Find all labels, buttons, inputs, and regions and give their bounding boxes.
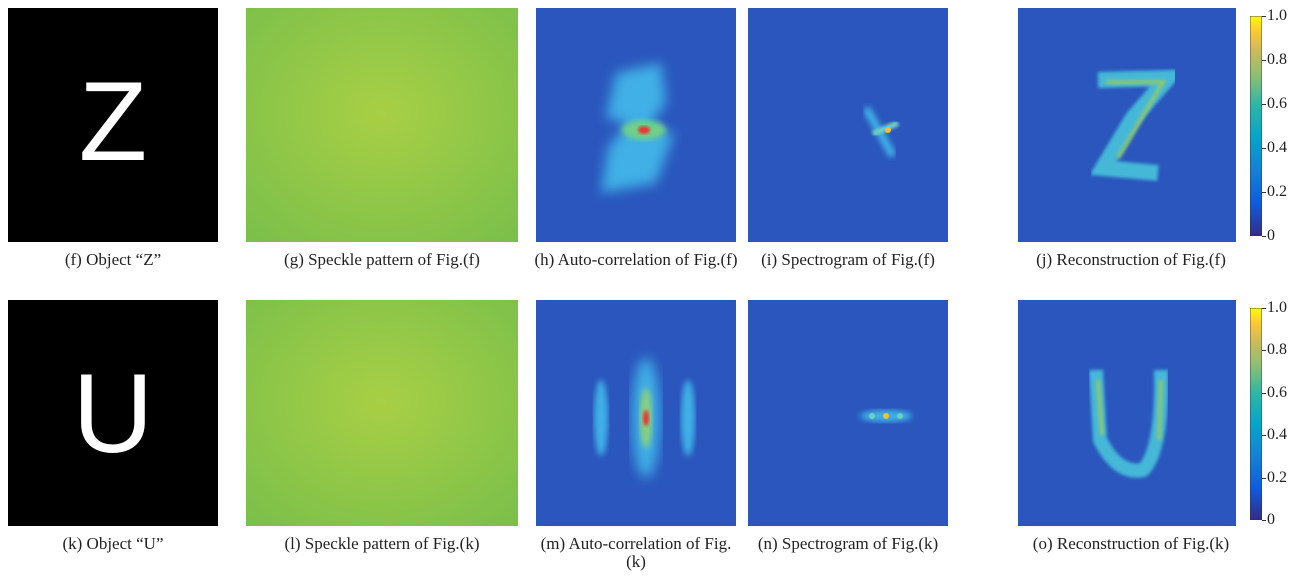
panel-caption: (f) Object “Z”	[64, 250, 162, 269]
colorbar-tick	[1262, 435, 1266, 437]
colorbar-tick-label: 0.6	[1267, 95, 1287, 112]
colorbar-tick-label: 0	[1267, 511, 1275, 528]
panel-caption: (l) Speckle pattern of Fig.(k)	[284, 534, 480, 553]
colorbar-tick-label: 0.6	[1267, 383, 1287, 401]
colorbar-tick	[1262, 236, 1266, 237]
colorbar-tick	[1262, 148, 1266, 149]
autocorrelation-image	[536, 300, 736, 526]
colorbar-tick-label: 0.2	[1267, 468, 1287, 486]
panel-caption: (n) Spectrogram of Fig.(k)	[757, 534, 939, 553]
colorbar-tick	[1262, 477, 1266, 479]
colorbar-gradient	[1250, 308, 1262, 520]
object-image: Z	[8, 8, 218, 242]
speckle-image	[246, 8, 518, 242]
colorbar	[1250, 16, 1262, 236]
colorbar-tick-label: 1.0	[1267, 7, 1287, 24]
colorbar-tick	[1262, 16, 1266, 17]
object-letter: Z	[79, 59, 147, 184]
colorbar-tick-label: 0.8	[1267, 341, 1287, 359]
colorbar-tick	[1262, 192, 1266, 193]
panel-caption: (i) Spectrogram of Fig.(f)	[761, 250, 935, 269]
autocorrelation-image	[536, 8, 736, 242]
panel-caption: (g) Speckle pattern of Fig.(f)	[284, 250, 480, 269]
spectrogram-image	[748, 300, 948, 526]
panel-caption: (o) Reconstruction of Fig.(k)	[1032, 534, 1230, 553]
colorbar-tick-label: 0.8	[1267, 51, 1287, 68]
colorbar-tick-label: 1.0	[1267, 299, 1287, 316]
colorbar-gradient	[1250, 16, 1262, 236]
colorbar-tick-label: 0.4	[1267, 426, 1287, 444]
colorbar-tick	[1262, 350, 1266, 352]
spectrogram-image	[748, 8, 948, 242]
panel-caption: (m) Auto-correlation of Fig.(k)	[540, 534, 732, 571]
colorbar-tick	[1262, 392, 1266, 394]
colorbar-tick	[1262, 520, 1266, 521]
object-letter: U	[73, 351, 154, 476]
colorbar-tick-label: 0.2	[1267, 183, 1287, 200]
reconstruction-image	[1018, 8, 1236, 242]
colorbar-tick-label: 0.4	[1267, 139, 1287, 156]
object-image: U	[8, 300, 218, 526]
panel-caption: (k) Object “U”	[62, 534, 164, 553]
colorbar-tick	[1262, 308, 1266, 309]
reconstruction-image	[1018, 300, 1236, 526]
panel-caption: (j) Reconstruction of Fig.(f)	[1036, 250, 1226, 269]
colorbar-tick	[1262, 60, 1266, 61]
speckle-image	[246, 300, 518, 526]
colorbar-tick	[1262, 104, 1266, 105]
colorbar	[1250, 308, 1262, 520]
panel-caption: (h) Auto-correlation of Fig.(f)	[534, 250, 738, 269]
colorbar-tick-label: 0	[1267, 227, 1275, 244]
